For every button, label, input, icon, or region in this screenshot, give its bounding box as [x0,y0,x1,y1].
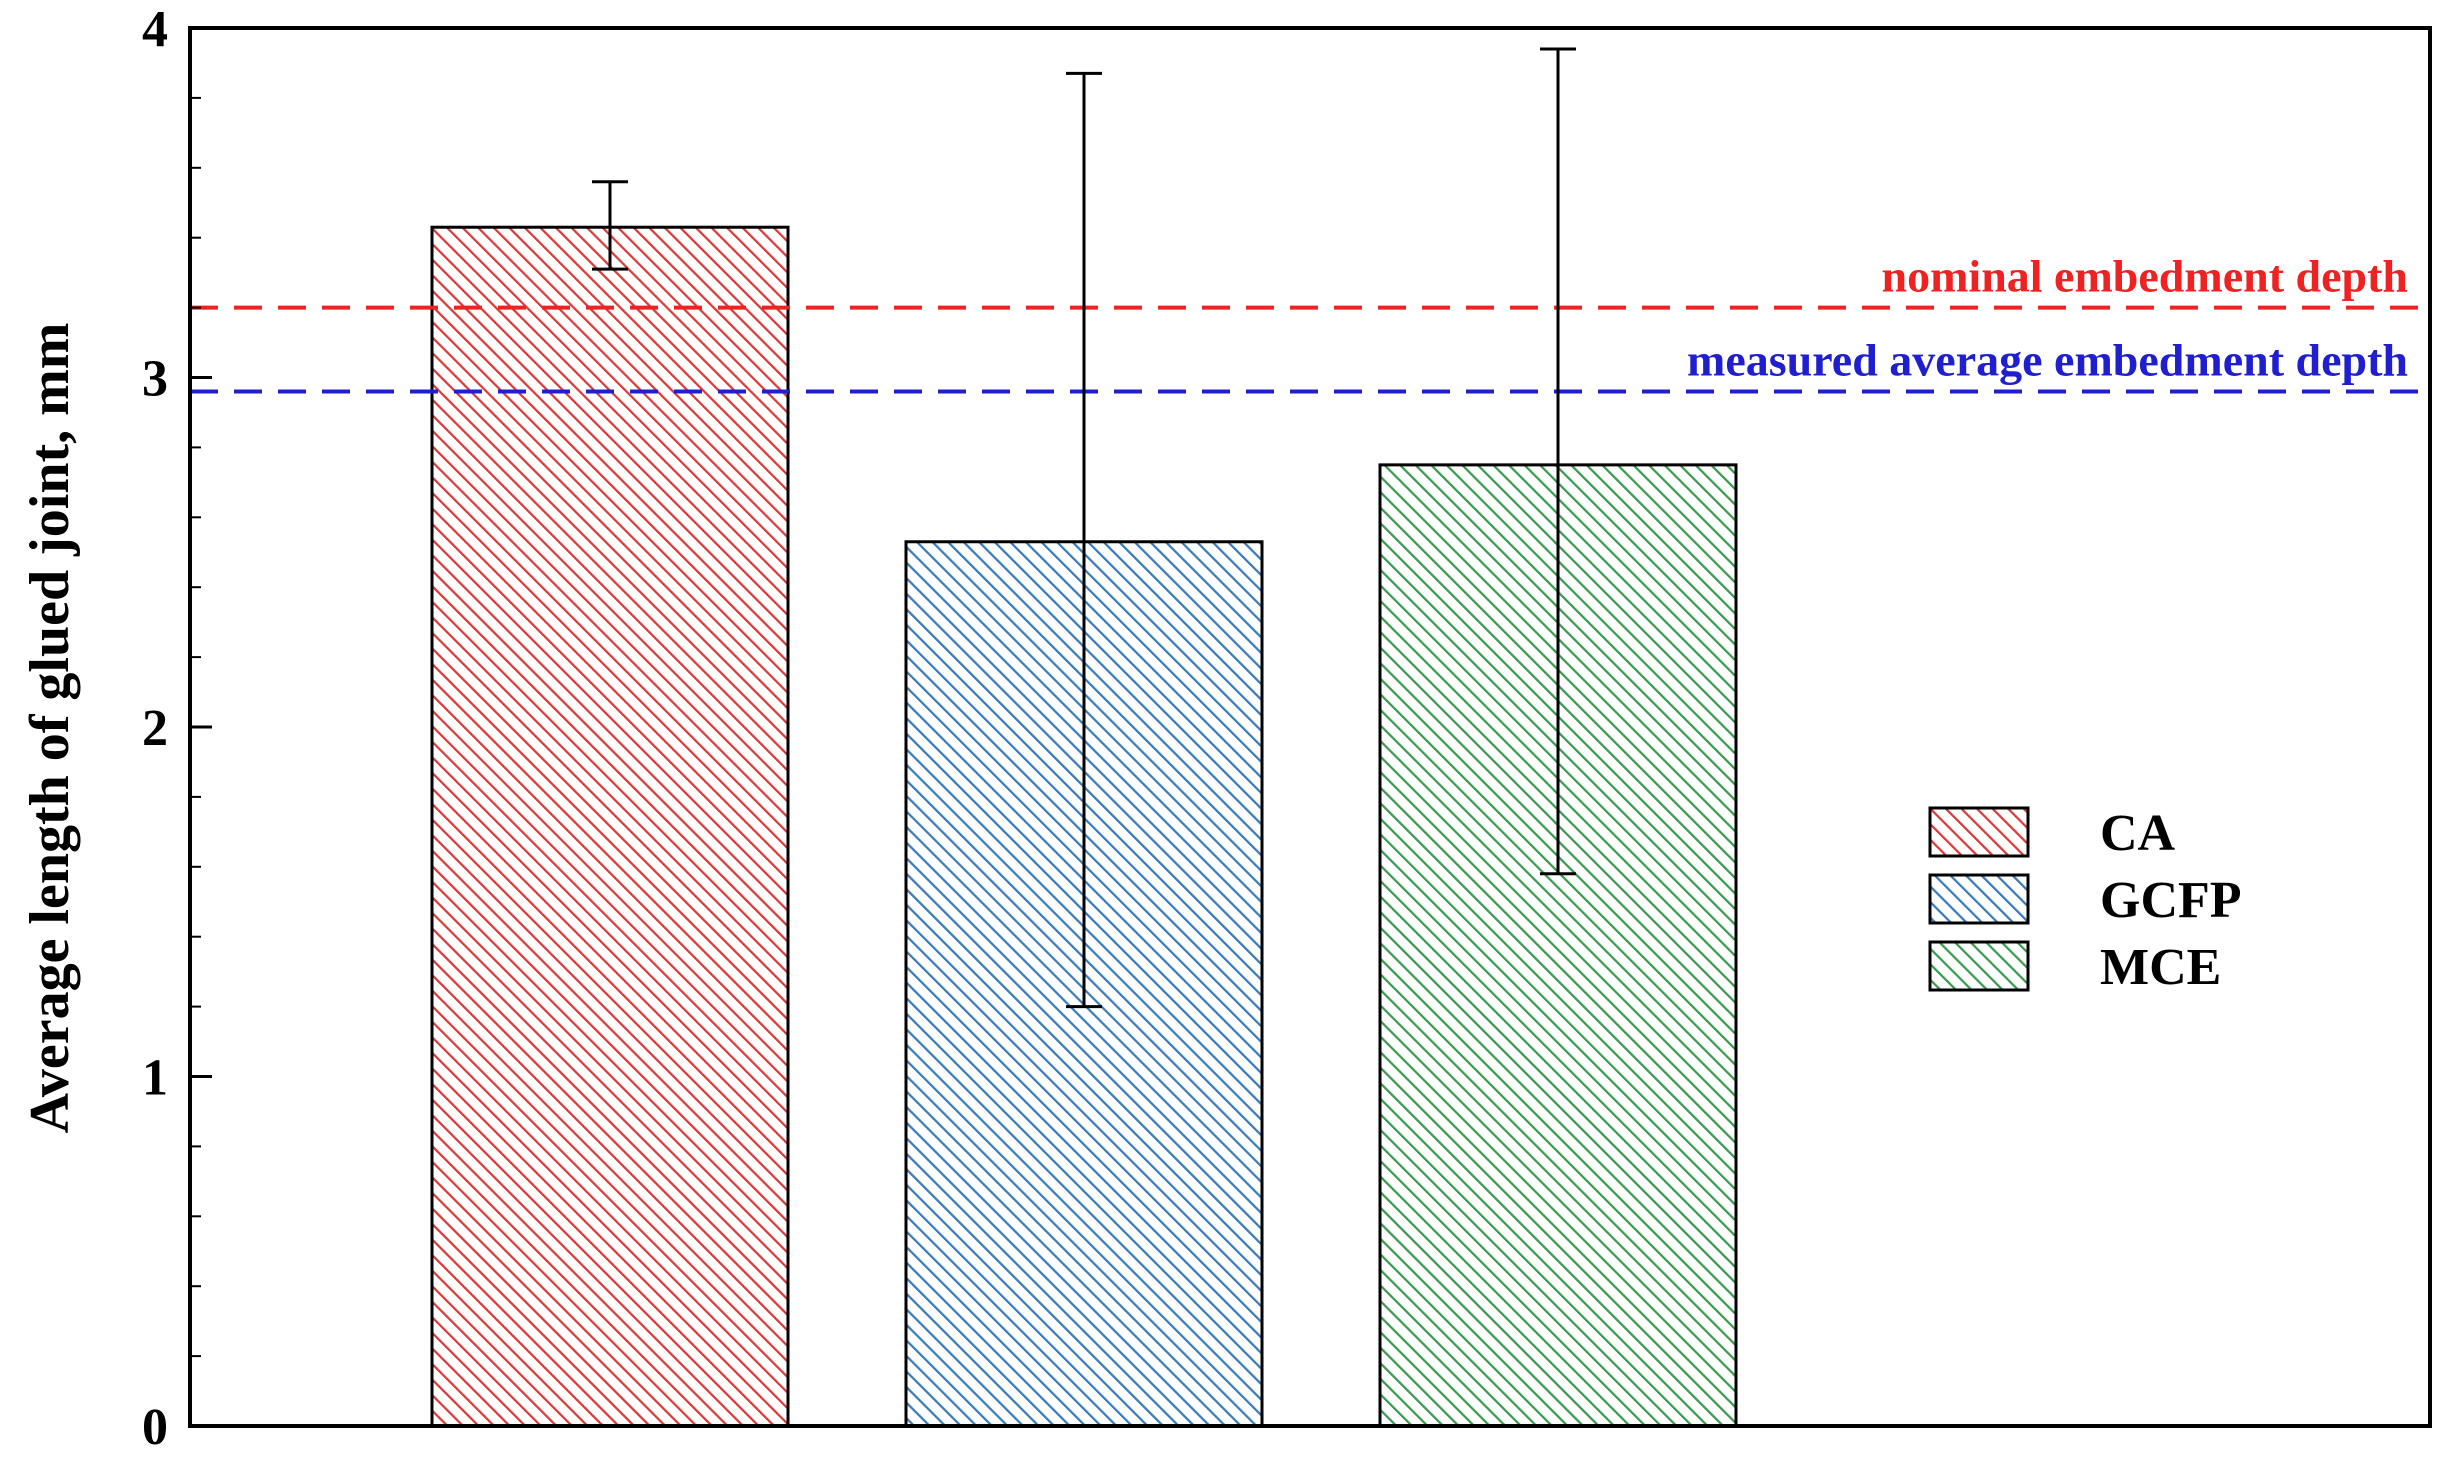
legend-label-mce: MCE [2100,939,2221,996]
reference-lines-layer [190,305,2430,394]
error-bar-gcfp [1066,71,1102,1009]
bar-ca [430,225,790,1428]
legend-label-ca: CA [2100,805,2176,862]
legend-swatch-gcfp [1928,873,2030,925]
y-tick-label-0: 0 [142,1399,168,1456]
reference-labels: nominal embedment depth measured average … [1687,251,2408,386]
error-bar-mce [1540,47,1576,876]
legend-item-gcfp: GCFP [1928,872,2242,929]
reference-label-1: measured average embedment depth [1687,334,2408,385]
y-tick-label-2: 2 [142,700,168,757]
legend-swatch-ca [1928,806,2030,858]
y-axis-title: Average length of glued joint, mm [19,323,81,1134]
error-bars-layer [592,47,1576,1009]
legend-item-ca: CA [1928,805,2176,862]
y-axis-ticks: 0 1 2 3 4 [142,1,212,1456]
legend-swatch-mce [1928,940,2030,992]
reference-label-0: nominal embedment depth [1882,251,2408,302]
legend-label-gcfp: GCFP [2100,872,2242,929]
legend-item-mce: MCE [1928,939,2221,996]
error-bar-ca [592,180,628,271]
legend: CA GCFP MCE [1928,805,2242,996]
y-tick-label-4: 4 [142,1,168,58]
y-tick-label-3: 3 [142,351,168,408]
y-tick-label-1: 1 [142,1050,168,1107]
